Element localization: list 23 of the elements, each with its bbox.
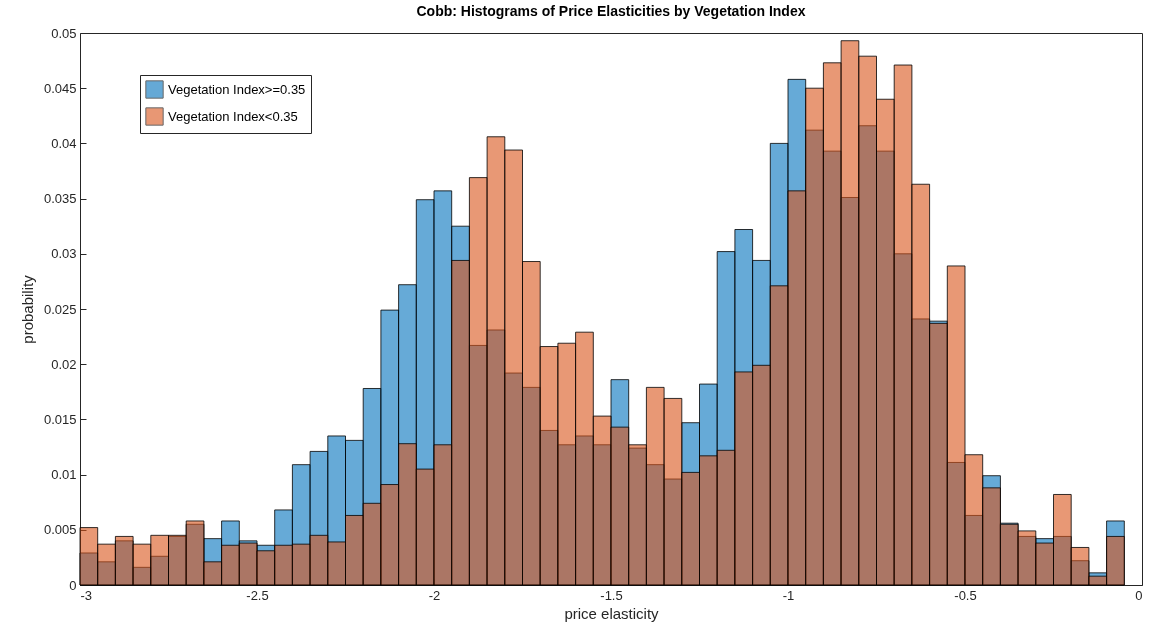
x-axis-title: price elasticity [564,604,660,622]
legend-label: Vegetation Index>=0.35 [168,81,306,97]
y-tick-label: 0.035 [43,191,77,207]
chart-title: Cobb: Histograms of Price Elasticities by Vegetation Index [416,3,806,19]
y-tick-label: 0 [69,577,77,593]
y-tick-label: 0.03 [51,246,77,262]
y-tick-label: 0.005 [43,522,77,538]
x-tick-label: -2 [428,587,441,603]
y-tick-label: 0.01 [51,467,77,483]
x-tick-label: 0 [1135,587,1143,603]
legend-label: Vegetation Index<0.35 [168,108,298,124]
y-tick-label: 0.025 [43,301,77,317]
x-tick-label: -2.5 [246,587,269,603]
x-tick-label: -1.5 [600,587,623,603]
y-tick-label: 0.04 [51,135,77,151]
y-tick-label: 0.05 [51,25,77,41]
x-tick-label: -0.5 [954,587,977,603]
x-tick-label: -3 [80,587,93,603]
y-tick-label: 0.02 [51,356,77,372]
y-tick-label: 0.045 [43,80,77,96]
y-axis-title: probability [18,274,36,344]
y-tick-label: 0.015 [43,411,77,427]
x-tick-label: -1 [782,587,795,603]
